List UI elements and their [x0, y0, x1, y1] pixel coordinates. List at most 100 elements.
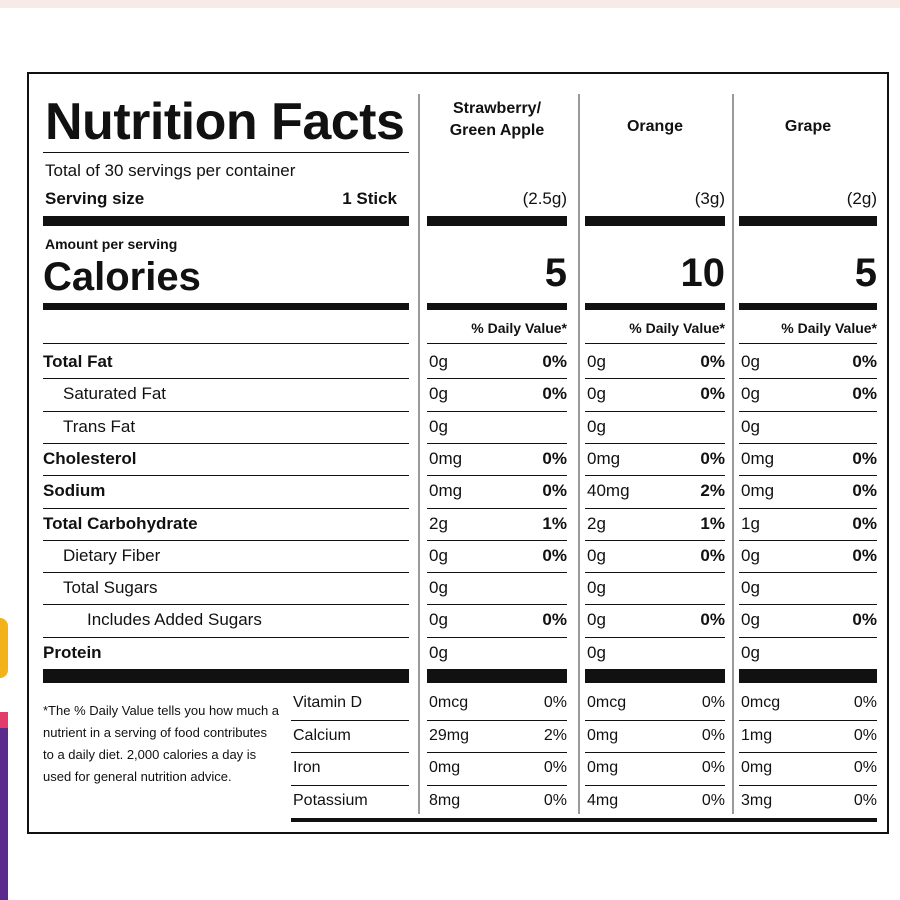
nutrient-daily-value: 0%	[852, 352, 877, 371]
row-divider	[739, 343, 877, 344]
nutrient-amount: 1g	[741, 513, 760, 533]
nutrient-amount: 0g	[741, 578, 760, 598]
vitamin-amount: 0mg	[587, 726, 619, 744]
row-divider	[585, 784, 725, 786]
row-divider	[291, 719, 409, 721]
nutrient-daily-value: 0%	[852, 384, 877, 404]
vitamin-daily-value: 0%	[543, 759, 567, 776]
nutrient-name: Total Sugars	[63, 578, 158, 598]
row-divider	[739, 378, 877, 380]
title-divider	[43, 152, 409, 153]
row-divider	[585, 343, 725, 344]
daily-value-footnote: *The % Daily Value tells you how much a …	[43, 703, 280, 784]
daily-value-header: % Daily Value*	[471, 320, 567, 336]
row-divider	[427, 475, 567, 477]
row-divider	[585, 604, 725, 606]
nutrient-name: Cholesterol	[43, 448, 137, 468]
row-divider	[585, 719, 725, 721]
nutrient-amount: 0g	[587, 352, 606, 371]
nutrient-name: Protein	[43, 642, 102, 662]
flavor-serving-size: (2.5g)	[522, 189, 567, 208]
nutrient-daily-value: 0%	[852, 545, 877, 565]
flavor-name: Orange	[626, 118, 683, 135]
vitamin-amount: 4mg	[587, 791, 619, 809]
medium-bar	[739, 303, 877, 310]
row-divider	[291, 752, 409, 753]
vitamin-amount: 1mg	[741, 726, 773, 744]
row-divider	[43, 378, 409, 380]
nutrient-amount: 0g	[429, 642, 448, 662]
flavor-name: Grape	[784, 118, 832, 135]
nutrient-daily-value: 0%	[852, 481, 877, 501]
nutrient-daily-value: 0%	[700, 384, 725, 404]
nutrient-amount: 0g	[587, 416, 606, 436]
row-divider	[427, 378, 567, 380]
row-divider	[739, 719, 877, 721]
medium-bar	[43, 303, 409, 310]
row-divider	[43, 604, 409, 606]
nutrient-daily-value: 1%	[700, 513, 725, 533]
column-divider-1	[418, 94, 420, 814]
vitamin-amount: 0mcg	[429, 694, 469, 711]
nutrient-amount: 0g	[741, 642, 760, 662]
vitamin-daily-value: 0%	[701, 694, 725, 711]
flavor-name-line1: Strawberry/	[452, 100, 542, 117]
nutrient-name: Total Carbohydrate	[43, 513, 198, 533]
vitamin-amount: 3mg	[741, 791, 773, 809]
row-divider	[585, 442, 725, 444]
nutrient-name: Saturated Fat	[63, 384, 167, 404]
vitamin-daily-value: 0%	[853, 694, 877, 711]
row-divider	[43, 636, 409, 638]
vitamin-daily-value: 0%	[853, 726, 877, 744]
flavor-serving-size: (2g)	[846, 189, 877, 208]
nutrient-amount: 2g	[429, 513, 448, 533]
background-orange-edge	[0, 618, 8, 678]
vitamin-name: Iron	[293, 759, 321, 776]
nutrient-amount: 0g	[429, 545, 448, 565]
nutrient-amount: 0g	[429, 610, 448, 630]
row-divider	[43, 507, 409, 509]
thick-bar	[739, 216, 877, 226]
nutrient-daily-value: 0%	[542, 352, 567, 371]
nutrient-amount: 2g	[587, 513, 606, 533]
nutrient-daily-value: 0%	[700, 352, 725, 371]
nutrient-daily-value: 0%	[542, 448, 567, 468]
vitamin-daily-value: 0%	[853, 759, 877, 776]
nutrient-daily-value: 0%	[700, 610, 725, 630]
row-divider	[585, 752, 725, 753]
nutrient-daily-value: 0%	[542, 481, 567, 501]
row-divider	[739, 475, 877, 477]
vitamin-name: Potassium	[293, 791, 368, 809]
row-divider	[427, 752, 567, 753]
row-divider	[43, 572, 409, 574]
nutrient-daily-value: 0%	[700, 448, 725, 468]
nutrient-daily-value: 1%	[542, 513, 567, 533]
medium-bar	[585, 303, 725, 310]
nutrient-amount: 0g	[741, 352, 760, 371]
column-divider-3	[732, 94, 734, 814]
nutrient-amount: 0mg	[741, 481, 775, 501]
amount-per-serving: Amount per serving	[45, 236, 178, 252]
vitamin-amount: 0mg	[429, 759, 461, 776]
vitamin-amount: 0mcg	[587, 694, 627, 711]
bottom-thick-bar	[43, 669, 409, 683]
serving-size-value: 1 Stick	[342, 189, 397, 208]
bottom-thick-bar	[585, 669, 725, 683]
nutrient-daily-value: 0%	[852, 610, 877, 630]
row-divider	[427, 604, 567, 606]
background-top-band	[0, 0, 900, 8]
row-divider	[43, 539, 409, 541]
nutrient-name: Sodium	[43, 481, 106, 501]
nutrient-daily-value: 0%	[542, 384, 567, 404]
vitamin-name: Vitamin D	[293, 694, 363, 711]
nutrient-amount: 0g	[587, 578, 606, 598]
bottom-thick-bar	[739, 669, 877, 683]
row-divider	[739, 636, 877, 638]
row-divider	[739, 784, 877, 786]
flavor-serving-size: (3g)	[694, 189, 725, 208]
thick-bar	[427, 216, 567, 226]
row-divider	[739, 604, 877, 606]
row-divider	[43, 343, 409, 344]
row-divider	[427, 719, 567, 721]
row-divider	[427, 572, 567, 574]
